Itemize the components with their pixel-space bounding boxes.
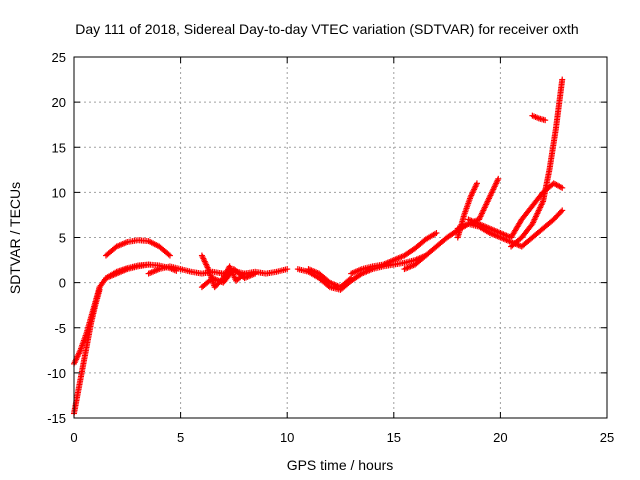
data-point xyxy=(518,235,535,250)
data-series xyxy=(71,76,566,417)
plot-frame xyxy=(73,56,608,419)
data-point xyxy=(124,237,140,246)
data-point xyxy=(486,225,502,236)
y-tick-label: 15 xyxy=(52,140,66,155)
chart-title: Day 111 of 2018, Sidereal Day-to-day VTE… xyxy=(75,21,578,37)
data-point xyxy=(546,127,559,173)
series-trace-17 xyxy=(508,76,566,250)
x-tick-label: 5 xyxy=(177,430,184,445)
x-tick-label: 0 xyxy=(70,430,77,445)
data-point xyxy=(90,285,103,313)
data-point xyxy=(75,366,86,394)
y-axis-label: SDTVAR / TECUs xyxy=(7,182,23,294)
data-point xyxy=(518,204,535,223)
y-tick-label: 20 xyxy=(52,95,66,110)
data-point xyxy=(508,217,524,241)
data-point xyxy=(401,262,417,273)
data-point xyxy=(529,112,541,121)
y-tick-label: -10 xyxy=(47,366,66,381)
data-point xyxy=(412,253,428,268)
data-point xyxy=(113,239,129,250)
series-trace-16 xyxy=(465,180,566,241)
data-point xyxy=(198,276,215,291)
data-point xyxy=(134,237,150,244)
series-trace-13 xyxy=(454,180,480,241)
y-tick-label: 0 xyxy=(59,276,66,291)
data-point xyxy=(542,117,549,124)
data-point xyxy=(83,308,96,336)
series-trace-11 xyxy=(348,229,440,277)
data-point xyxy=(156,243,172,258)
series-trace-18 xyxy=(529,112,549,124)
data-point xyxy=(559,207,566,214)
x-axis-label: GPS time / hours xyxy=(287,457,394,473)
y-tick-label: 25 xyxy=(52,50,66,65)
x-tick-label: 10 xyxy=(280,430,294,445)
data-point xyxy=(166,252,173,259)
data-point xyxy=(358,263,374,273)
data-point xyxy=(559,76,566,83)
data-point xyxy=(113,266,129,277)
series-trace-1 xyxy=(71,286,103,417)
x-tick-label: 15 xyxy=(387,430,401,445)
data-point xyxy=(552,78,566,133)
y-tick-label: -15 xyxy=(47,411,66,426)
data-point xyxy=(488,177,501,196)
data-point xyxy=(305,266,321,276)
x-tick-label: 20 xyxy=(493,430,507,445)
data-point xyxy=(540,217,556,232)
series-trace-15 xyxy=(454,207,566,250)
series-trace-6 xyxy=(145,263,291,277)
data-point xyxy=(529,199,546,227)
data-point xyxy=(390,253,406,264)
data-point xyxy=(559,184,566,191)
data-point xyxy=(284,266,291,273)
data-point xyxy=(461,195,473,218)
series-trace-2 xyxy=(71,284,103,367)
data-point xyxy=(422,230,438,243)
data-point xyxy=(262,269,278,277)
x-tick-label: 25 xyxy=(600,430,614,445)
series-trace-8 xyxy=(198,266,259,291)
data-point xyxy=(529,226,545,241)
y-tick-label: 10 xyxy=(52,185,66,200)
data-point xyxy=(476,220,492,231)
data-point xyxy=(518,222,535,241)
data-point xyxy=(337,276,353,291)
data-point xyxy=(316,270,332,285)
data-point xyxy=(145,261,152,268)
data-point xyxy=(134,261,150,270)
axis-ticks: 0 5 10 15 20 25 -15 -10 -5 0 5 10 15 20 25 xyxy=(47,50,614,445)
data-point xyxy=(495,175,502,182)
data-point xyxy=(220,267,236,286)
data-point xyxy=(188,268,204,277)
data-point xyxy=(380,257,396,268)
data-point xyxy=(401,246,417,259)
data-point xyxy=(550,208,565,223)
data-point xyxy=(482,190,495,209)
data-point xyxy=(209,275,225,285)
series-trace-4 xyxy=(102,237,173,259)
data-point xyxy=(454,221,470,232)
data-point xyxy=(465,216,481,227)
data-point xyxy=(412,237,428,252)
series-trace-5 xyxy=(102,261,152,282)
series-trace-14 xyxy=(476,175,502,223)
y-tick-label: 5 xyxy=(59,231,66,246)
data-point xyxy=(401,257,417,266)
grid xyxy=(74,57,607,418)
data-point xyxy=(473,180,480,187)
data-point xyxy=(71,389,81,417)
data-point xyxy=(433,229,440,236)
data-point xyxy=(273,266,289,275)
data-point xyxy=(102,271,119,282)
data-point xyxy=(124,263,140,273)
data-point xyxy=(252,270,259,277)
data-point xyxy=(177,266,193,275)
y-tick-label: -5 xyxy=(54,321,66,336)
